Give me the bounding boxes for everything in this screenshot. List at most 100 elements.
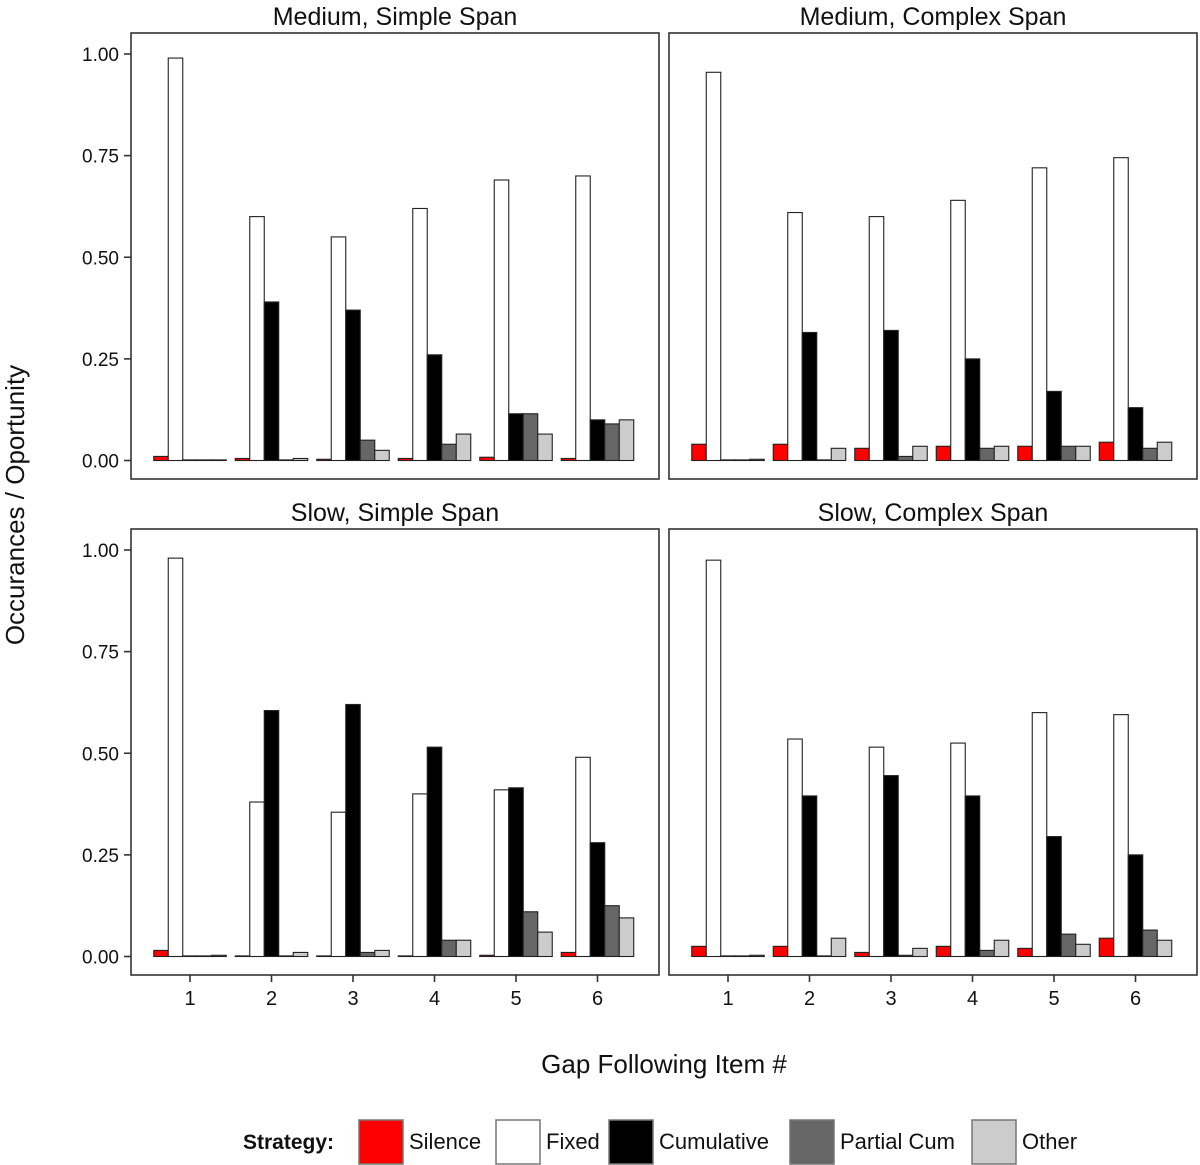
bar-other-item-5 xyxy=(1075,445,1091,462)
bar-other-item-4 xyxy=(993,445,1010,462)
bar-fixed-item-3 xyxy=(868,216,885,462)
bar-partial-cum-item-3 xyxy=(897,954,914,958)
bar-partial-cum-item-4 xyxy=(979,949,995,958)
bar-cumulative-item-1 xyxy=(720,955,736,958)
bar-other-item-3 xyxy=(912,445,928,462)
bar-fixed-item-3 xyxy=(330,236,347,462)
bar-cumulative-item-5 xyxy=(1046,390,1062,462)
bar-fixed-item-6 xyxy=(1113,714,1129,958)
bar-other-item-6 xyxy=(618,917,635,958)
bar-other-item-2 xyxy=(292,457,309,462)
bar-fixed-item-4 xyxy=(412,207,428,462)
bar-silence-item-3 xyxy=(316,955,332,958)
bar-fixed-item-4 xyxy=(950,199,966,462)
y-tick-label: 1.00 xyxy=(82,541,119,562)
bar-partial-cum-item-6 xyxy=(1142,447,1158,462)
legend: Strategy: Silence Fixed Cumulative Partial C… xyxy=(243,1119,1077,1165)
bar-silence-item-2 xyxy=(772,945,789,958)
bar-partial-cum-item-3 xyxy=(897,455,914,462)
legend-key-cumulative xyxy=(608,1119,654,1165)
panel-title: Medium, Complex Span xyxy=(800,3,1067,31)
bar-silence-item-5 xyxy=(1017,947,1033,958)
y-tick-label: 0.75 xyxy=(82,147,119,168)
bar-silence-item-4 xyxy=(397,457,414,462)
bar-fixed-item-3 xyxy=(330,811,347,958)
bar-cumulative-item-5 xyxy=(508,413,524,462)
x-tick-label: 1 xyxy=(722,988,733,1010)
y-tick-label: 0.25 xyxy=(82,350,119,371)
bar-partial-cum-item-6 xyxy=(1142,929,1158,958)
bar-silence-item-1 xyxy=(153,455,169,462)
x-tick-label: 3 xyxy=(885,988,896,1010)
x-axis-label: Gap Following Item # xyxy=(541,1049,787,1079)
y-tick-label: 0.00 xyxy=(82,452,119,473)
panel-1: Medium, Simple Span 0.00 0.25 0.50 0.75 1.00 xyxy=(82,3,660,480)
bar-fixed-item-4 xyxy=(950,742,966,958)
legend-key-partial-cum xyxy=(789,1119,835,1165)
x-tick-label: 2 xyxy=(804,988,815,1010)
bar-cumulative-item-6 xyxy=(1127,407,1144,462)
bar-silence-item-3 xyxy=(316,458,332,462)
bar-fixed-item-1 xyxy=(167,557,184,958)
y-axis-label: Occurances / Oportunity xyxy=(0,365,30,645)
bar-silence-item-3 xyxy=(854,447,870,462)
bar-silence-item-2 xyxy=(234,457,251,462)
bar-silence-item-2 xyxy=(234,955,251,958)
x-tick-label: 6 xyxy=(592,988,603,1010)
bar-partial-cum-item-2 xyxy=(278,459,294,462)
y-tick-label: 0.00 xyxy=(82,948,119,969)
bar-other-item-4 xyxy=(993,939,1010,958)
bar-other-item-3 xyxy=(374,949,390,958)
bar-fixed-item-1 xyxy=(705,559,722,958)
bar-fixed-item-3 xyxy=(868,746,885,958)
bar-other-item-1 xyxy=(749,954,765,958)
bar-silence-item-4 xyxy=(935,445,952,462)
panel-frame xyxy=(668,528,1198,976)
bar-partial-cum-item-5 xyxy=(522,413,539,462)
legend-label: Cumulative xyxy=(659,1129,769,1154)
bar-partial-cum-item-2 xyxy=(816,459,832,462)
bar-cumulative-item-3 xyxy=(345,309,361,462)
panel-2: Medium, Complex Span xyxy=(668,3,1198,480)
bar-partial-cum-item-5 xyxy=(1060,445,1077,462)
x-tick-label: 4 xyxy=(429,988,440,1010)
bar-fixed-item-6 xyxy=(575,756,591,958)
legend-key-other xyxy=(971,1119,1017,1165)
bar-fixed-item-5 xyxy=(493,789,510,958)
bar-cumulative-item-4 xyxy=(964,795,981,958)
bar-fixed-item-6 xyxy=(1113,157,1129,462)
bar-partial-cum-item-1 xyxy=(196,459,213,462)
bar-partial-cum-item-1 xyxy=(734,955,751,958)
bar-cumulative-item-3 xyxy=(883,329,899,462)
bar-other-item-1 xyxy=(749,458,765,462)
bar-fixed-item-2 xyxy=(249,801,265,958)
bar-other-item-1 xyxy=(211,459,227,462)
panel-frame xyxy=(130,528,660,976)
x-tick-label: 3 xyxy=(347,988,358,1010)
bar-fixed-item-5 xyxy=(1031,167,1048,462)
y-tick-label: 0.75 xyxy=(82,643,119,664)
bar-partial-cum-item-5 xyxy=(522,911,539,958)
x-tick-label: 5 xyxy=(1048,988,1059,1010)
bar-partial-cum-item-6 xyxy=(604,423,620,462)
legend-key-silence xyxy=(358,1119,404,1165)
bar-cumulative-item-2 xyxy=(801,331,818,462)
bar-silence-item-6 xyxy=(1098,937,1115,958)
x-tick-label: 1 xyxy=(184,988,195,1010)
bar-fixed-item-4 xyxy=(412,793,428,958)
bar-partial-cum-item-5 xyxy=(1060,933,1077,958)
y-tick-label: 0.50 xyxy=(82,744,119,765)
bar-partial-cum-item-1 xyxy=(196,955,213,958)
bar-cumulative-item-6 xyxy=(589,419,606,462)
panel-4: Slow, Complex Span 1 2 3 4 5 6 xyxy=(668,499,1198,1010)
bar-other-item-6 xyxy=(618,419,635,462)
bar-fixed-item-1 xyxy=(705,71,722,462)
bar-silence-item-6 xyxy=(560,457,577,462)
bar-other-item-3 xyxy=(374,449,390,462)
bar-cumulative-item-3 xyxy=(345,703,361,958)
x-tick-label: 4 xyxy=(967,988,978,1010)
bar-cumulative-item-1 xyxy=(720,459,736,462)
panel-frame xyxy=(668,32,1198,480)
panel-title: Slow, Simple Span xyxy=(291,499,499,527)
